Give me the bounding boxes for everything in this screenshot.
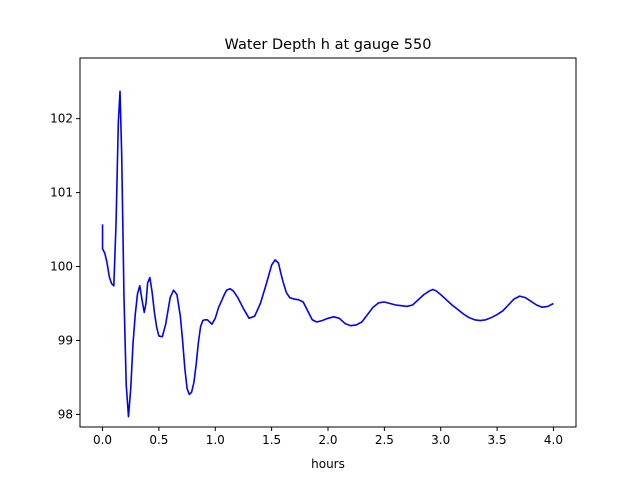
x-axis-label: hours [311, 457, 345, 471]
y-tick-label: 99 [58, 333, 73, 347]
y-tick-label: 98 [58, 407, 73, 421]
x-tick-label: 0.0 [93, 433, 112, 447]
chart-title: Water Depth h at gauge 550 [225, 37, 432, 53]
x-tick-label: 0.5 [149, 433, 168, 447]
x-tick-label: 1.5 [262, 433, 281, 447]
x-tick-label: 1.0 [206, 433, 225, 447]
x-tick-label: 2.0 [318, 433, 337, 447]
plot-area: 0.0 0.5 1.0 1.5 2.0 2.5 3.0 3.5 4.0 98 99 100 101 102 [50, 57, 577, 447]
x-tick-label: 3.0 [431, 433, 450, 447]
x-tick-label: 2.5 [375, 433, 394, 447]
y-tick-label: 100 [50, 260, 73, 274]
y-tick-label: 101 [50, 186, 73, 200]
series-line-1 [101, 90, 554, 418]
x-tick-label: 3.5 [488, 433, 507, 447]
x-tick-label: 4.0 [544, 433, 563, 447]
y-tick-label: 102 [50, 112, 73, 126]
